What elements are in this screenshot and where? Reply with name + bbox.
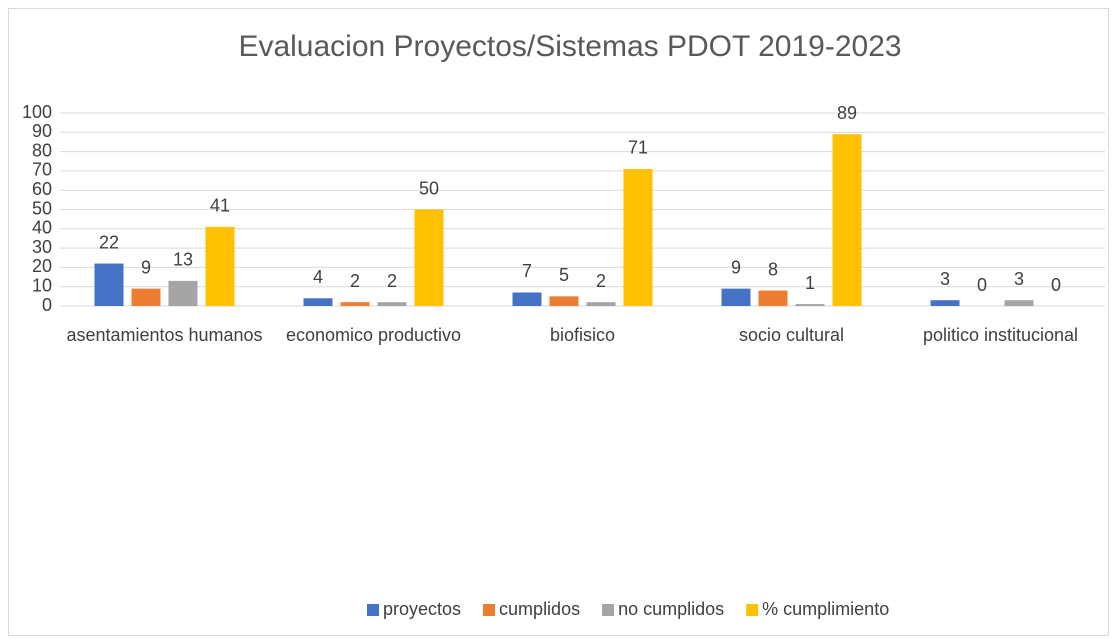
data-label: 5 bbox=[559, 265, 569, 285]
bar bbox=[512, 292, 542, 306]
bar bbox=[623, 168, 653, 306]
y-tick-label: 40 bbox=[32, 218, 52, 238]
y-tick-label: 100 bbox=[22, 102, 52, 122]
data-label: 7 bbox=[522, 261, 532, 281]
data-label: 71 bbox=[628, 138, 648, 158]
bar bbox=[721, 288, 751, 306]
data-label: 3 bbox=[940, 269, 950, 289]
y-tick-label: 20 bbox=[32, 256, 52, 276]
data-label: 89 bbox=[837, 103, 857, 123]
legend-label: no cumplidos bbox=[618, 599, 724, 619]
bar bbox=[414, 209, 444, 306]
y-tick-label: 70 bbox=[32, 160, 52, 180]
legend-label: cumplidos bbox=[499, 599, 580, 619]
y-tick-label: 0 bbox=[42, 295, 52, 315]
data-label: 0 bbox=[1051, 275, 1061, 295]
legend-swatch bbox=[746, 604, 759, 616]
bar bbox=[205, 226, 235, 306]
data-label: 2 bbox=[350, 271, 360, 291]
bar bbox=[131, 288, 161, 306]
data-label: 13 bbox=[173, 250, 193, 270]
bar bbox=[758, 290, 788, 306]
data-label: 9 bbox=[731, 257, 741, 277]
bar bbox=[832, 134, 862, 306]
bar bbox=[377, 302, 407, 306]
legend-swatch bbox=[602, 604, 615, 616]
legend-label: % cumplimiento bbox=[762, 599, 889, 619]
legend-label: proyectos bbox=[383, 599, 461, 619]
bar bbox=[586, 302, 616, 306]
data-label: 0 bbox=[977, 275, 987, 295]
data-label: 8 bbox=[768, 259, 778, 279]
data-label: 1 bbox=[805, 273, 815, 293]
x-tick-label: biofisico bbox=[549, 325, 616, 345]
bar bbox=[549, 296, 579, 306]
bar bbox=[340, 302, 370, 306]
data-label: 41 bbox=[210, 196, 230, 216]
x-tick-label: socio cultural bbox=[738, 325, 845, 345]
x-tick-label: asentamientos humanos bbox=[66, 325, 263, 345]
legend-swatch bbox=[483, 604, 496, 616]
y-tick-label: 50 bbox=[32, 198, 52, 218]
bar bbox=[94, 263, 124, 306]
legend-swatch bbox=[367, 604, 379, 616]
y-tick-label: 60 bbox=[32, 179, 52, 199]
bar bbox=[930, 300, 960, 306]
data-label: 9 bbox=[141, 257, 151, 277]
bar bbox=[168, 280, 198, 306]
data-label: 22 bbox=[99, 232, 119, 252]
data-label: 2 bbox=[387, 271, 397, 291]
data-label: 50 bbox=[419, 178, 439, 198]
bar bbox=[795, 304, 825, 306]
bar bbox=[303, 298, 333, 306]
y-tick-label: 80 bbox=[32, 140, 52, 160]
y-tick-label: 10 bbox=[32, 275, 52, 295]
data-label: 4 bbox=[313, 267, 323, 287]
y-tick-label: 90 bbox=[32, 121, 52, 141]
chart-title: Evaluacion Proyectos/Sistemas PDOT 2019-… bbox=[238, 30, 901, 63]
y-tick-label: 30 bbox=[32, 237, 52, 257]
x-tick-label: politico institucional bbox=[922, 325, 1079, 345]
bar bbox=[1004, 300, 1034, 306]
x-tick-label: economico productivo bbox=[285, 325, 462, 345]
data-label: 2 bbox=[596, 271, 606, 291]
data-label: 3 bbox=[1014, 269, 1024, 289]
